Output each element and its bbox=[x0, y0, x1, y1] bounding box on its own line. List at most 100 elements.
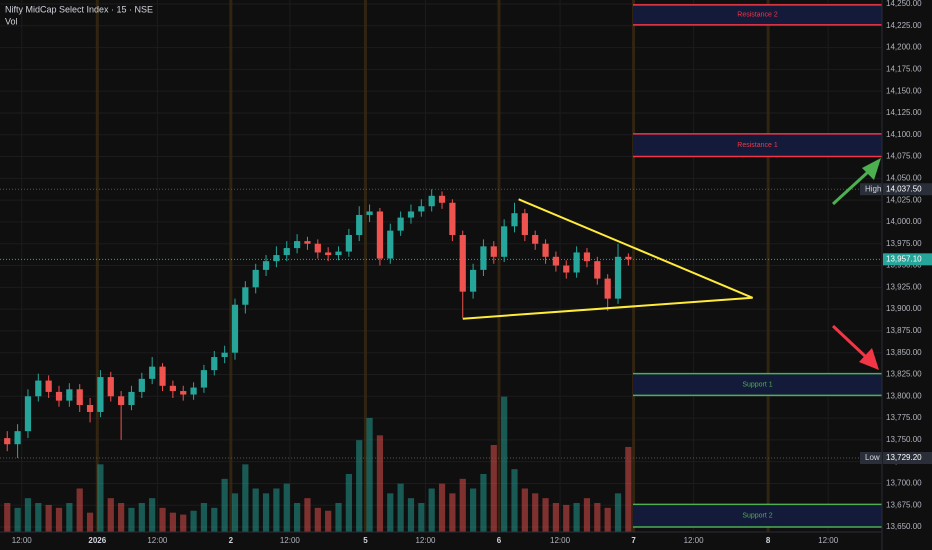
zone-label: Resistance 2 bbox=[737, 12, 778, 19]
candle-body bbox=[583, 252, 591, 262]
main-layer bbox=[4, 189, 753, 458]
zone-label: Support 1 bbox=[742, 381, 772, 388]
candle-body bbox=[552, 256, 560, 266]
candle-body bbox=[438, 195, 446, 203]
volume-bar bbox=[211, 507, 218, 532]
x-tick-label: 12:00 bbox=[415, 536, 436, 545]
candle-body bbox=[542, 243, 549, 257]
volume-bar bbox=[294, 503, 301, 532]
volume-bar bbox=[138, 503, 145, 532]
volume-bar bbox=[14, 507, 21, 532]
volume-bar bbox=[335, 503, 342, 532]
x-tick-label: 12:00 bbox=[147, 536, 168, 545]
zone bbox=[633, 133, 882, 157]
volume-bar bbox=[273, 488, 280, 532]
candle-body bbox=[511, 213, 518, 227]
candle-body bbox=[376, 211, 384, 259]
volume-bar bbox=[200, 503, 208, 532]
candle-body bbox=[128, 391, 135, 405]
candle-body bbox=[252, 269, 259, 288]
y-tick-label: 13,900.00 bbox=[886, 304, 922, 313]
y-tick-label: 14,225.00 bbox=[886, 21, 922, 30]
zone-label: Support 2 bbox=[742, 513, 772, 520]
candle-body bbox=[159, 366, 166, 386]
candle-body bbox=[573, 252, 580, 273]
volume-bar bbox=[418, 503, 425, 532]
volume-bar bbox=[490, 445, 497, 532]
volume-bar bbox=[314, 507, 321, 532]
y-tick-label: 13,650.00 bbox=[886, 522, 922, 531]
volume-bar bbox=[366, 417, 373, 532]
candle-body bbox=[449, 202, 456, 236]
candle-body bbox=[459, 235, 466, 292]
y-tick-label: 13,775.00 bbox=[886, 413, 922, 422]
volume-bar bbox=[325, 510, 332, 532]
volume-bar bbox=[180, 514, 187, 532]
candle-body bbox=[325, 252, 332, 256]
volume-bar bbox=[55, 507, 63, 532]
y-tick-label: 14,075.00 bbox=[886, 152, 922, 161]
volume-bar bbox=[35, 503, 42, 532]
candle-body bbox=[563, 265, 570, 273]
price-name: Low bbox=[865, 453, 880, 462]
candle-body bbox=[314, 243, 321, 253]
volume-bar bbox=[469, 488, 477, 532]
y-tick-label: 14,150.00 bbox=[886, 86, 922, 95]
candle-body bbox=[614, 256, 622, 299]
volume-label: Vol bbox=[5, 16, 18, 26]
volume-bar bbox=[76, 488, 83, 532]
volume-bar bbox=[356, 440, 363, 532]
up-arrow-head bbox=[862, 158, 881, 180]
candle-body bbox=[138, 378, 145, 392]
candle-body bbox=[532, 235, 539, 244]
trendline bbox=[462, 198, 753, 320]
candle-body bbox=[66, 389, 73, 401]
candle-body bbox=[273, 255, 280, 262]
candle-body bbox=[76, 389, 83, 405]
last-price-badge bbox=[883, 253, 932, 266]
candle-body bbox=[387, 230, 394, 259]
volume-bar bbox=[594, 503, 601, 532]
up-arrow bbox=[831, 170, 870, 206]
x-tick-label: 12:00 bbox=[684, 536, 705, 545]
y-tick-label: 13,925.00 bbox=[886, 282, 922, 291]
down-arrow-head bbox=[859, 348, 879, 370]
candle-body bbox=[35, 380, 42, 397]
candle-body bbox=[97, 377, 104, 412]
zone bbox=[633, 504, 882, 528]
y-tick-label: 13,675.00 bbox=[886, 500, 922, 509]
candle-body bbox=[625, 256, 632, 260]
candle-body bbox=[469, 269, 477, 292]
price-badge bbox=[883, 183, 932, 196]
volume-bar bbox=[573, 503, 580, 532]
volume-bar bbox=[4, 503, 11, 532]
x-tick-label: 12:00 bbox=[818, 536, 839, 545]
volume-bar bbox=[86, 512, 94, 532]
volume-bar bbox=[159, 507, 166, 532]
volume-bar bbox=[387, 493, 394, 532]
candle-body bbox=[149, 366, 156, 379]
volume-bar bbox=[459, 478, 466, 532]
volume-bar bbox=[532, 493, 539, 532]
candle-body bbox=[118, 396, 125, 405]
candle-body bbox=[190, 387, 197, 395]
candle-body bbox=[169, 385, 176, 392]
candle-body bbox=[180, 391, 187, 395]
candle-body bbox=[335, 251, 342, 256]
price-name-badge bbox=[860, 183, 882, 196]
y-tick-label: 13,800.00 bbox=[886, 391, 922, 400]
volume-bar bbox=[552, 503, 560, 532]
candle-body bbox=[14, 431, 21, 445]
y-tick-label: 14,100.00 bbox=[886, 130, 922, 139]
x-tick-label: 6 bbox=[497, 536, 502, 545]
candle-body bbox=[283, 248, 290, 256]
candle-body bbox=[397, 217, 404, 231]
y-tick-label: 14,125.00 bbox=[886, 108, 922, 117]
candle-body bbox=[55, 391, 63, 401]
x-tick-label: 12:00 bbox=[12, 536, 33, 545]
candle-body bbox=[356, 214, 363, 236]
candle-body bbox=[521, 213, 528, 236]
